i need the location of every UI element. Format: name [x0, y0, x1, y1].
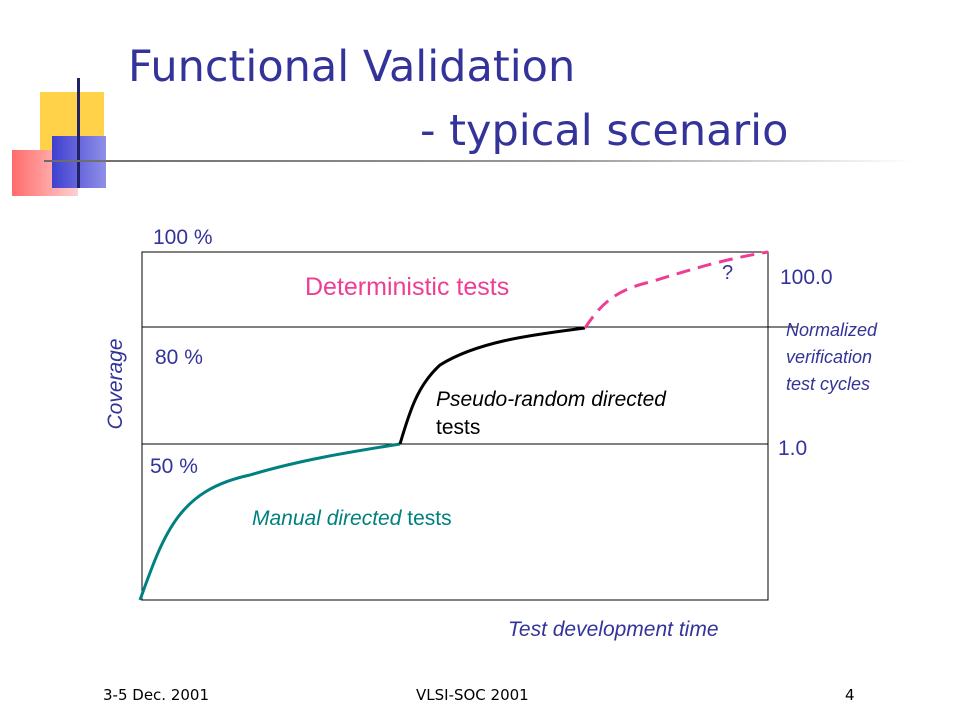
- question-mark: ?: [722, 262, 734, 284]
- slide-title-line2: - typical scenario: [420, 106, 789, 156]
- slide-title-line1: Functional Validation: [128, 42, 576, 92]
- pseudo-random-label-italic: Pseudo-random: [436, 388, 586, 411]
- footer-date: 3-5 Dec. 2001: [103, 686, 210, 704]
- right-axis-label-line1: Normalized: [786, 320, 878, 340]
- title-underline: [44, 160, 914, 162]
- decor-vertical-rule: [77, 78, 80, 188]
- deterministic-curve: [583, 250, 769, 329]
- manual-directed-curve: [138, 442, 401, 601]
- tick-50-percent: 50 %: [150, 455, 198, 478]
- right-tick-1: 1.0: [778, 437, 808, 460]
- pseudo-random-label-rest: directed: [585, 388, 666, 411]
- deterministic-tests-label: Deterministic tests: [305, 273, 510, 301]
- manual-directed-label-rest: tests: [401, 507, 452, 530]
- pseudo-random-label: Pseudo-random directed tests: [436, 386, 666, 442]
- pseudo-random-curve: [398, 326, 586, 445]
- tick-100-percent: 100 %: [153, 226, 213, 249]
- manual-directed-label-italic: Manual directed: [252, 507, 402, 530]
- tick-80-percent: 80 %: [155, 346, 203, 369]
- x-axis-label: Test development time: [508, 618, 719, 641]
- pseudo-random-label-line2: tests: [436, 416, 481, 439]
- right-axis-label-line3: test cycles: [786, 374, 871, 394]
- y-axis-label: Coverage: [104, 338, 127, 430]
- manual-directed-label: Manual directed tests: [252, 507, 452, 531]
- right-axis-label: Normalized verification test cycles: [786, 317, 936, 398]
- diagram-frame: [141, 251, 769, 601]
- footer-event: VLSI-SOC 2001: [416, 686, 529, 704]
- right-axis-label-line2: verification: [786, 347, 873, 367]
- footer-page-number: 4: [845, 686, 855, 704]
- right-tick-100: 100.0: [780, 266, 833, 289]
